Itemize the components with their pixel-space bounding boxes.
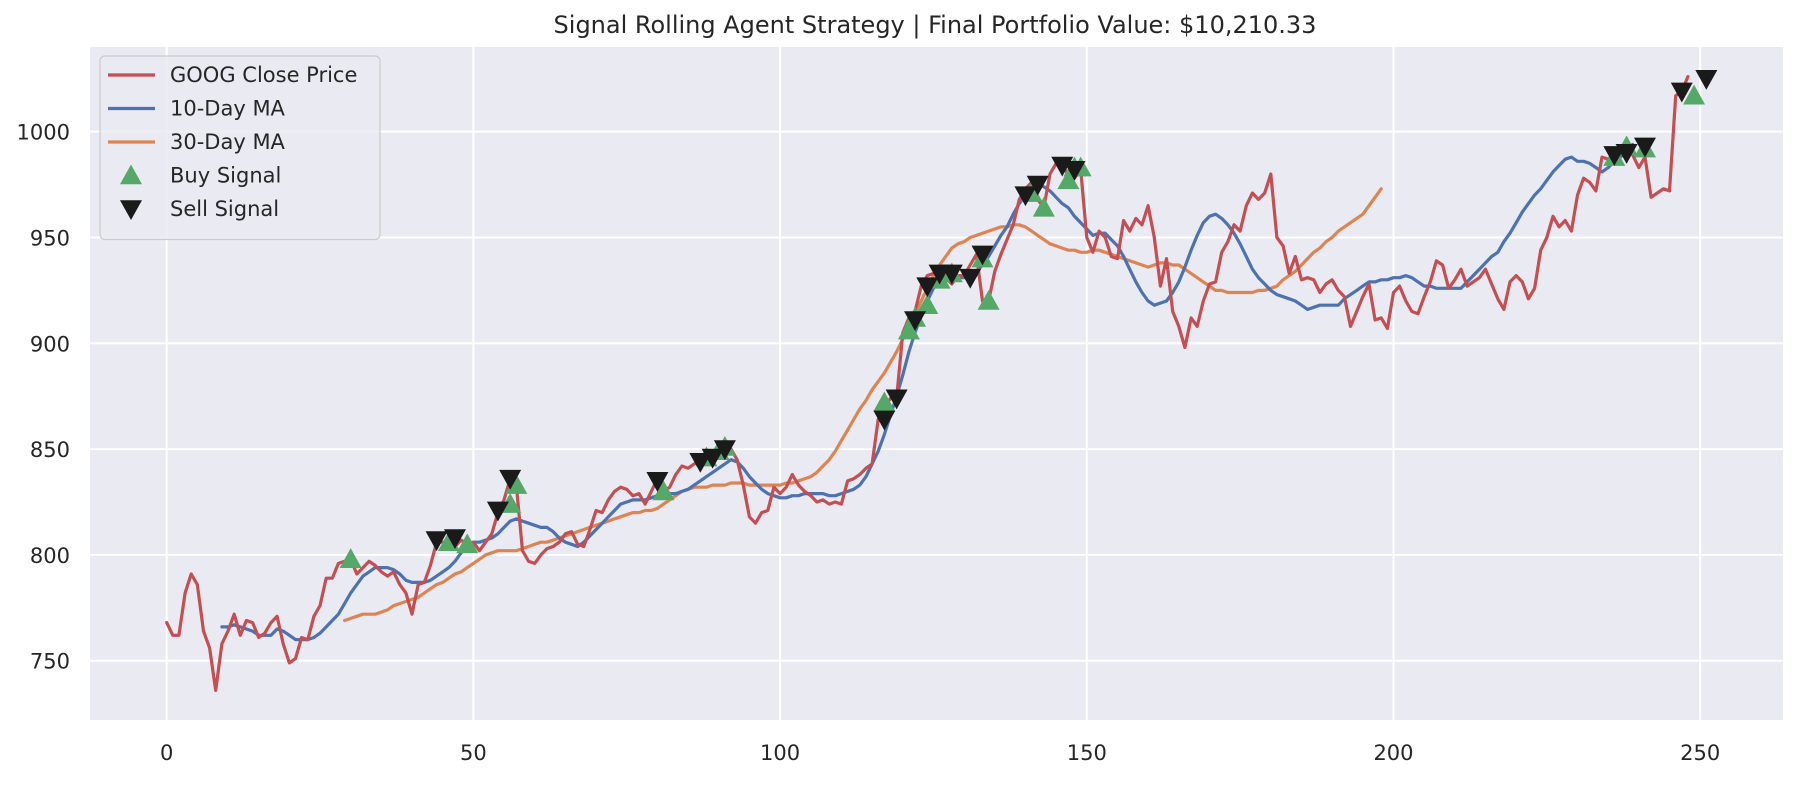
legend-swatch-buy [120, 164, 142, 185]
sell-signal-marker [971, 245, 994, 266]
y-tick-label: 950 [30, 226, 70, 250]
sell-signal-marker [904, 311, 927, 332]
legend-swatch-sell [120, 200, 142, 220]
buy-signal-marker [652, 480, 675, 501]
legend: GOOG Close Price 10-Day MA 30-Day MA Buy Si… [99, 55, 381, 241]
buy-signal-marker [456, 533, 479, 554]
x-tick-label: 50 [460, 741, 487, 765]
x-axis-ticks: 0 50 100 150 200 250 [160, 741, 1720, 765]
sell-signal-marker [1633, 137, 1656, 158]
sell-signal-marker [1695, 69, 1718, 90]
y-tick-label: 850 [30, 438, 70, 462]
sell-signal-marker [713, 440, 736, 461]
sell-signal-marker [689, 453, 712, 473]
x-tick-label: 150 [1067, 741, 1107, 765]
sell-signal-marker [1026, 175, 1049, 196]
grid-lines [90, 47, 1783, 720]
sell-signal-marker [425, 531, 448, 552]
sell-signal-marker [959, 268, 982, 289]
legend-box [99, 55, 381, 241]
buy-signal-marker [897, 319, 920, 340]
sell-signal-marker [940, 264, 963, 285]
sell-signal-marker [701, 448, 724, 469]
sell-signal-marker [646, 472, 669, 492]
series-line-close [165, 75, 1690, 692]
buy-signal-marker [1032, 196, 1055, 217]
sell-signal-marker [1670, 82, 1693, 103]
x-tick-label: 0 [160, 741, 173, 765]
x-tick-label: 250 [1680, 741, 1720, 765]
legend-label: GOOG Close Price [170, 63, 357, 87]
x-tick-label: 100 [760, 741, 800, 765]
chart-title: Signal Rolling Agent Strategy | Final Po… [554, 11, 1317, 39]
buy-signal-marker [1683, 84, 1706, 105]
y-axis-ticks: 750 800 850 900 950 1000 [17, 121, 70, 674]
sell-signal-marker [499, 469, 522, 490]
axes: 0 50 100 150 200 250 750 800 850 900 950 1000 [17, 121, 1721, 765]
legend-label: Buy Signal [170, 164, 281, 188]
sell-signal-marker [1615, 144, 1638, 164]
buy-signal-marker [505, 474, 528, 494]
x-tick-label: 200 [1373, 741, 1413, 765]
sell-signal-marker [916, 277, 939, 298]
sell-signal-marker [1014, 186, 1037, 207]
sell-signal-marker [486, 501, 509, 522]
sell-signal-marker [443, 529, 466, 549]
y-tick-label: 800 [30, 544, 70, 568]
buy-signal-marker [977, 289, 1000, 310]
signal-layer [339, 69, 1718, 568]
y-tick-label: 900 [30, 332, 70, 356]
buy-signal-marker [1057, 169, 1080, 190]
buy-signal-marker [916, 294, 939, 314]
sell-signal-marker [885, 389, 908, 410]
y-tick-label: 1000 [17, 121, 70, 145]
y-tick-label: 750 [30, 650, 70, 674]
legend-label: 10-Day MA [170, 97, 286, 121]
sell-signal-marker [873, 410, 896, 431]
buy-signal-marker [339, 548, 362, 568]
legend-label: 30-Day MA [170, 130, 286, 154]
legend-label: Sell Signal [170, 197, 279, 221]
sell-signal-marker [1063, 160, 1086, 181]
buy-signal-marker [873, 391, 896, 412]
